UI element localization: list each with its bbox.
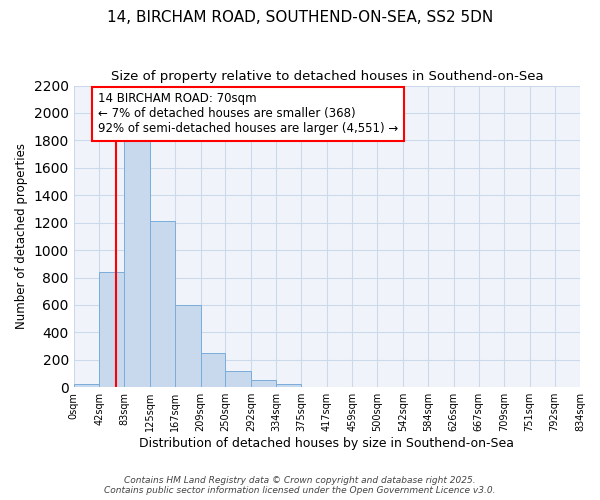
X-axis label: Distribution of detached houses by size in Southend-on-Sea: Distribution of detached houses by size …: [139, 437, 514, 450]
Text: 14, BIRCHAM ROAD, SOUTHEND-ON-SEA, SS2 5DN: 14, BIRCHAM ROAD, SOUTHEND-ON-SEA, SS2 5…: [107, 10, 493, 25]
Bar: [200, 353, 226, 387]
Text: Contains HM Land Registry data © Crown copyright and database right 2025.
Contai: Contains HM Land Registry data © Crown c…: [104, 476, 496, 495]
Title: Size of property relative to detached houses in Southend-on-Sea: Size of property relative to detached ho…: [110, 70, 543, 83]
Bar: [124, 139, 149, 387]
Bar: [277, 384, 301, 387]
Bar: [301, 386, 327, 387]
Bar: [99, 272, 124, 387]
Bar: [175, 305, 200, 387]
Y-axis label: Number of detached properties: Number of detached properties: [15, 144, 28, 330]
Text: 14 BIRCHAM ROAD: 70sqm
← 7% of detached houses are smaller (368)
92% of semi-det: 14 BIRCHAM ROAD: 70sqm ← 7% of detached …: [98, 92, 398, 136]
Bar: [251, 380, 277, 387]
Bar: [149, 222, 175, 387]
Bar: [74, 384, 99, 387]
Bar: [226, 371, 251, 387]
